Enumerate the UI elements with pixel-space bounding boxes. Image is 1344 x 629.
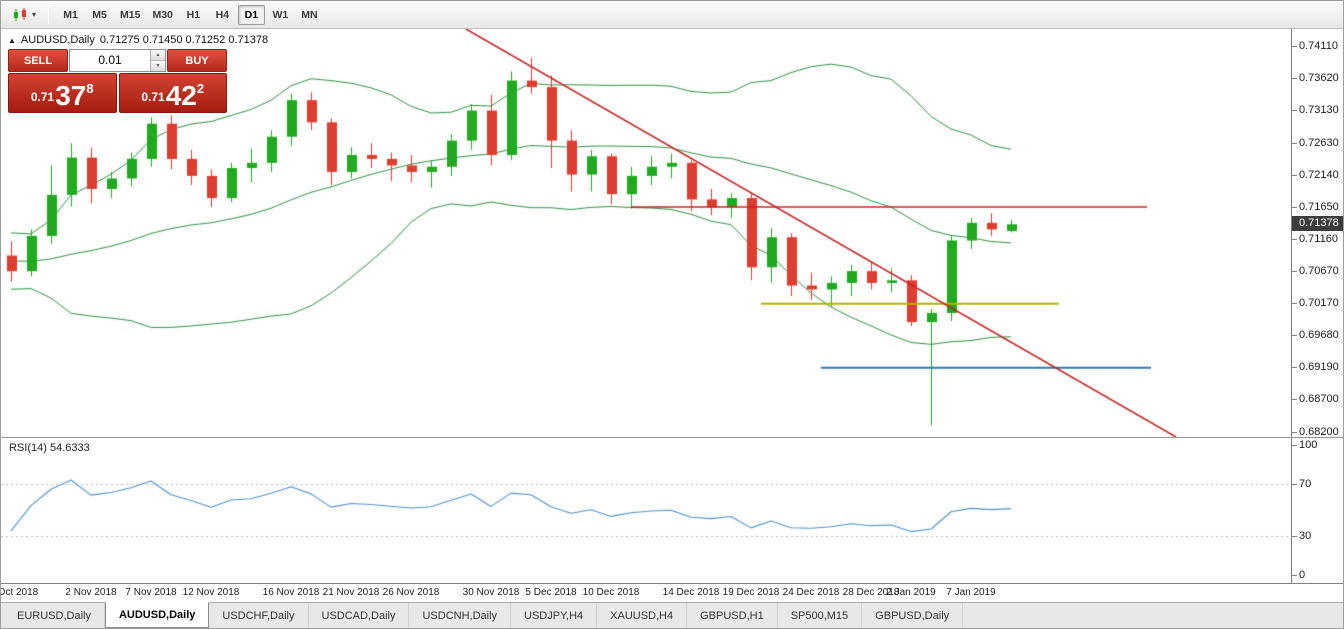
time-axis-label: 2 Jan 2019 bbox=[886, 587, 936, 598]
lot-decrease-button[interactable]: ▼ bbox=[151, 60, 165, 71]
symbol-label: AUDUSD,Daily bbox=[20, 34, 95, 46]
chart-tab-gbpusd-h1[interactable]: GBPUSD,H1 bbox=[687, 603, 778, 628]
buy-price-fraction: 2 bbox=[196, 81, 205, 96]
buy-button[interactable]: BUY bbox=[167, 49, 227, 72]
time-axis-label: 2 Nov 2018 bbox=[65, 587, 117, 598]
sell-button[interactable]: SELL bbox=[8, 49, 68, 72]
price-axis-label: 0.71160 bbox=[1292, 232, 1338, 245]
toolbar-separator bbox=[48, 5, 50, 24]
price-axis-label: 0.73130 bbox=[1292, 103, 1339, 116]
chart-tab-eurusd-daily[interactable]: EURUSD,Daily bbox=[4, 603, 105, 628]
time-axis-label: 28 Dec 2018 bbox=[842, 587, 900, 598]
timeframe-button-h1[interactable]: H1 bbox=[186, 8, 201, 21]
chart-tab-audusd-daily[interactable]: AUDUSD,Daily bbox=[104, 602, 210, 628]
chart-tab-usdcad-daily[interactable]: USDCAD,Daily bbox=[309, 603, 410, 628]
sell-price-pips: 37 bbox=[55, 80, 87, 111]
time-axis-label: 30 Nov 2018 bbox=[462, 587, 520, 598]
time-axis-label: 7 Jan 2019 bbox=[946, 587, 996, 598]
timeframe-button-m30[interactable]: M30 bbox=[152, 8, 173, 21]
time-axis-label: 12 Nov 2018 bbox=[182, 587, 240, 598]
price-axis-label: 0.72140 bbox=[1292, 168, 1339, 181]
chart-title: ▲ AUDUSD,Daily 0.71275 0.71450 0.71252 0… bbox=[8, 34, 268, 46]
time-axis-label: 19 Dec 2018 bbox=[722, 587, 780, 598]
chart-toolbar-dropdown-button[interactable]: ▾ bbox=[7, 4, 41, 26]
timeframe-button-d1[interactable]: D1 bbox=[237, 4, 265, 25]
price-axis-label: 0.72630 bbox=[1292, 136, 1339, 149]
chart-tab-usdjpy-h4[interactable]: USDJPY,H4 bbox=[511, 603, 598, 628]
timeframe-button-m15[interactable]: M15 bbox=[120, 8, 141, 21]
chart-tab-xauusd-h4[interactable]: XAUUSD,H4 bbox=[597, 603, 688, 628]
chart-tab-gbpusd-daily[interactable]: GBPUSD,Daily bbox=[862, 603, 964, 628]
lot-size-field[interactable]: 0.01 ▲ ▼ bbox=[69, 49, 166, 72]
time-axis-label: 21 Nov 2018 bbox=[322, 587, 380, 598]
time-axis-label: 14 Dec 2018 bbox=[662, 587, 720, 598]
price-axis-label: 0.70170 bbox=[1292, 297, 1339, 310]
lot-size-value: 0.01 bbox=[98, 53, 122, 67]
time-axis-label: 10 Dec 2018 bbox=[582, 587, 640, 598]
chart-tab-usdchf-daily[interactable]: USDCHF,Daily bbox=[209, 603, 309, 628]
chart-tab-usdcnh-daily[interactable]: USDCNH,Daily bbox=[409, 603, 512, 628]
one-click-collapse-icon[interactable]: ▲ bbox=[8, 35, 16, 45]
chart-tab-sp500-m15[interactable]: SP500,M15 bbox=[778, 603, 863, 628]
lot-spinner: ▲ ▼ bbox=[150, 50, 165, 71]
rsi-indicator-label: RSI(14) 54.6333 bbox=[9, 442, 90, 454]
candlestick-chart-icon bbox=[14, 7, 26, 21]
sell-price-prefix: 0.71 bbox=[30, 90, 55, 104]
price-axis[interactable]: 0.71378 0.74110 0.73620 0.73130 0.72630 0.72… bbox=[1291, 29, 1343, 438]
price-axis-label: 0.70670 bbox=[1292, 264, 1339, 277]
timeframe-button-h4[interactable]: H4 bbox=[215, 8, 230, 21]
timeframe-button-w1[interactable]: W1 bbox=[272, 8, 289, 21]
rsi-canvas[interactable] bbox=[1, 438, 1291, 583]
timeframe-button-mn[interactable]: MN bbox=[301, 8, 318, 21]
chart-region: ▲ AUDUSD,Daily 0.71275 0.71450 0.71252 0… bbox=[1, 29, 1343, 438]
price-axis-label: 0.73620 bbox=[1292, 71, 1339, 84]
sell-price-fraction: 8 bbox=[86, 81, 94, 96]
price-axis-label: 0.69680 bbox=[1292, 329, 1339, 342]
sell-price-panel[interactable]: 0.71 37 8 bbox=[8, 73, 117, 113]
buy-price-prefix: 0.71 bbox=[141, 90, 165, 104]
rsi-panel: RSI(14) 54.6333 100 70 30 0 bbox=[1, 437, 1343, 583]
timeframe-button-m1[interactable]: M1 bbox=[63, 8, 78, 21]
time-axis-label: 29 Oct 2018 bbox=[1, 587, 39, 598]
rsi-axis-label: 30 bbox=[1291, 530, 1312, 542]
rsi-axis-label: 100 bbox=[1291, 439, 1318, 451]
price-axis-label: 0.68200 bbox=[1292, 425, 1339, 438]
timeframe-buttons: M1 M5 M15 M30 H1 H4 D1 W1 MN bbox=[56, 4, 324, 25]
price-axis-label: 0.74110 bbox=[1292, 39, 1338, 52]
time-axis-label: 7 Nov 2018 bbox=[125, 587, 177, 598]
price-axis-label: 0.68700 bbox=[1292, 393, 1339, 406]
caret-down-icon: ▾ bbox=[32, 10, 37, 19]
timeframe-button-m5[interactable]: M5 bbox=[92, 8, 107, 21]
price-axis-label: 0.69190 bbox=[1292, 361, 1339, 374]
time-axis-label: 24 Dec 2018 bbox=[782, 587, 840, 598]
buy-price-panel[interactable]: 0.71 42 2 bbox=[118, 73, 227, 113]
rsi-axis[interactable]: 100 70 30 0 bbox=[1291, 438, 1343, 583]
price-axis-label: 0.71650 bbox=[1292, 200, 1339, 213]
current-price-tag: 0.71378 bbox=[1292, 216, 1343, 232]
time-axis[interactable]: 29 Oct 2018 2 Nov 2018 7 Nov 2018 12 Nov 20… bbox=[1, 583, 1343, 602]
time-axis-label: 5 Dec 2018 bbox=[525, 587, 577, 598]
chart-tabbar: EURUSD,Daily AUDUSD,Daily USDCHF,Daily USDC… bbox=[1, 602, 1343, 628]
ohlc-values: 0.71275 0.71450 0.71252 0.71378 bbox=[99, 34, 269, 46]
time-axis-label: 16 Nov 2018 bbox=[262, 587, 320, 598]
toolbar: ▾ M1 M5 M15 M30 H1 H4 D1 W1 MN bbox=[1, 1, 1343, 29]
rsi-axis-label: 0 bbox=[1291, 569, 1306, 581]
buy-price-pips: 42 bbox=[165, 80, 197, 111]
one-click-trading-panel: SELL 0.01 ▲ ▼ BUY 0.71 37 8 0.71 bbox=[8, 49, 227, 113]
lot-increase-button[interactable]: ▲ bbox=[151, 50, 165, 60]
time-axis-label: 26 Nov 2018 bbox=[382, 587, 440, 598]
rsi-axis-label: 70 bbox=[1291, 478, 1312, 490]
